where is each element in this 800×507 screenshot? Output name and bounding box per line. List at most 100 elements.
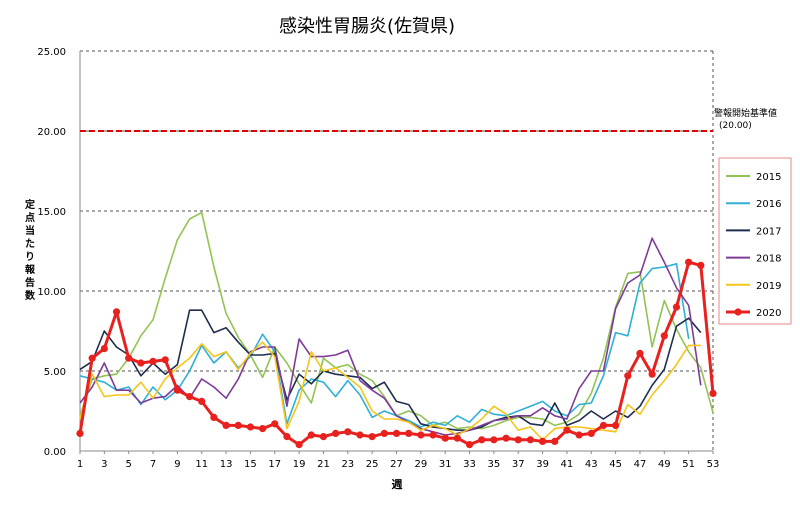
- data-point-2020: [332, 429, 340, 437]
- series-line-2020: [78, 260, 715, 447]
- y-axis-label-char: り: [25, 251, 35, 263]
- chart-title: 感染性胃腸炎(佐賀県): [279, 16, 455, 37]
- data-point-2020: [685, 258, 693, 266]
- x-tick-label: 15: [244, 459, 257, 470]
- series-line-2017: [79, 309, 702, 432]
- data-point-2020: [222, 421, 230, 429]
- x-axis-label: 週: [392, 477, 403, 491]
- data-point-2020: [319, 433, 328, 441]
- data-point-2020: [344, 428, 352, 436]
- data-point-2020: [258, 425, 267, 433]
- data-point-2020: [88, 354, 96, 362]
- data-point-2020: [636, 349, 644, 357]
- x-tick-label: 21: [317, 459, 330, 470]
- data-point-2020: [295, 441, 303, 449]
- data-point-2020: [112, 308, 121, 316]
- y-axis-label-char: 数: [25, 289, 36, 302]
- y-axis-label-char: 報: [25, 263, 36, 276]
- data-point-2020: [100, 345, 108, 353]
- x-tick-label: 31: [439, 459, 452, 470]
- legend-box: [718, 157, 792, 325]
- data-point-2020: [307, 431, 315, 439]
- y-tick-label: 25.00: [37, 47, 66, 58]
- threshold-value-label: (20.00): [719, 121, 752, 131]
- legend-marker-2020: [734, 308, 742, 316]
- x-tick-label: 7: [150, 459, 156, 470]
- data-point-2020: [392, 429, 401, 437]
- legend-label-2017: 2017: [756, 226, 781, 237]
- y-axis-label-char: 点: [25, 211, 35, 224]
- data-point-2020: [587, 429, 595, 437]
- x-tick-label: 13: [220, 459, 233, 470]
- data-point-2020: [149, 357, 157, 365]
- data-point-2020: [709, 389, 717, 397]
- y-axis-ticks: 0.00 5.00 10.00 15.00 20.00 25.00: [37, 47, 66, 458]
- data-point-2020: [660, 332, 668, 340]
- data-point-2020: [356, 431, 364, 439]
- legend-label-2016: 2016: [756, 199, 781, 210]
- data-point-2020: [76, 429, 84, 437]
- y-axis-label-char: 告: [25, 276, 35, 289]
- data-point-2020: [198, 397, 206, 405]
- data-point-2020: [514, 436, 522, 444]
- data-point-2020: [697, 261, 705, 269]
- data-point-2020: [490, 436, 498, 444]
- y-axis-label-char: 当: [25, 224, 35, 237]
- x-axis-ticks: 1 3 5 7 9 11 13 15 17 19 21 23 25 27 29 31 33 35 37 39 41 43 4…: [77, 451, 720, 470]
- y-axis-label-char: 定: [25, 198, 35, 211]
- x-tick-label: 1: [77, 459, 83, 470]
- data-point-2020: [185, 393, 194, 401]
- y-tick-label: 20.00: [37, 127, 66, 138]
- data-point-2020: [526, 436, 535, 444]
- threshold: 警報開始基準値 (20.00): [80, 107, 777, 132]
- x-tick-label: 5: [126, 459, 132, 470]
- x-tick-label: 43: [585, 459, 598, 470]
- data-point-2020: [283, 433, 291, 441]
- data-point-2020: [599, 421, 608, 429]
- data-point-2020: [405, 429, 413, 437]
- series-line-2016: [79, 262, 690, 428]
- data-point-2020: [173, 386, 181, 394]
- series-lines: [76, 211, 717, 449]
- x-tick-label: 53: [707, 459, 720, 470]
- legend-label-2015: 2015: [756, 172, 781, 183]
- data-point-2020: [441, 434, 449, 442]
- data-point-2020: [380, 429, 388, 437]
- data-point-2020: [137, 359, 145, 367]
- x-tick-label: 45: [609, 459, 622, 470]
- data-point-2020: [368, 433, 376, 441]
- x-tick-label: 3: [101, 459, 107, 470]
- data-point-2020: [246, 423, 255, 431]
- y-tick-label: 10.00: [37, 287, 66, 298]
- x-tick-label: 23: [341, 459, 354, 470]
- data-point-2020: [538, 437, 547, 445]
- x-tick-label: 9: [174, 459, 180, 470]
- data-point-2020: [429, 431, 437, 439]
- legend-label-2019: 2019: [756, 281, 781, 292]
- data-point-2020: [672, 303, 681, 311]
- x-tick-label: 27: [390, 459, 403, 470]
- x-tick-label: 39: [536, 459, 549, 470]
- data-point-2020: [648, 370, 656, 378]
- threshold-label: 警報開始基準値: [714, 107, 777, 119]
- data-point-2020: [465, 441, 474, 449]
- data-point-2020: [612, 421, 620, 429]
- legend-label-2020: 2020: [756, 308, 781, 319]
- data-point-2020: [417, 431, 425, 439]
- data-point-2020: [234, 421, 242, 429]
- data-point-2020: [502, 434, 510, 442]
- x-tick-label: 29: [414, 459, 427, 470]
- data-point-2020: [478, 436, 486, 444]
- x-tick-label: 35: [488, 459, 501, 470]
- x-tick-label: 49: [658, 459, 671, 470]
- data-point-2020: [210, 413, 218, 421]
- data-point-2020: [453, 434, 461, 442]
- legend: 2015 2016 2017 2018 2019 2020: [718, 157, 792, 325]
- y-tick-label: 5.00: [44, 367, 66, 378]
- x-tick-label: 19: [293, 459, 306, 470]
- data-point-2020: [563, 426, 571, 434]
- x-tick-label: 17: [268, 459, 281, 470]
- data-point-2020: [551, 437, 559, 445]
- data-point-2020: [271, 420, 279, 428]
